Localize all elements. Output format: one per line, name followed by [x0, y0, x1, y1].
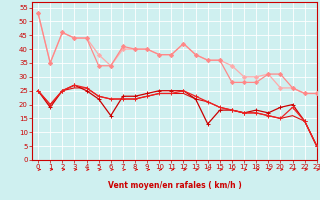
X-axis label: Vent moyen/en rafales ( km/h ): Vent moyen/en rafales ( km/h ) — [108, 181, 241, 190]
